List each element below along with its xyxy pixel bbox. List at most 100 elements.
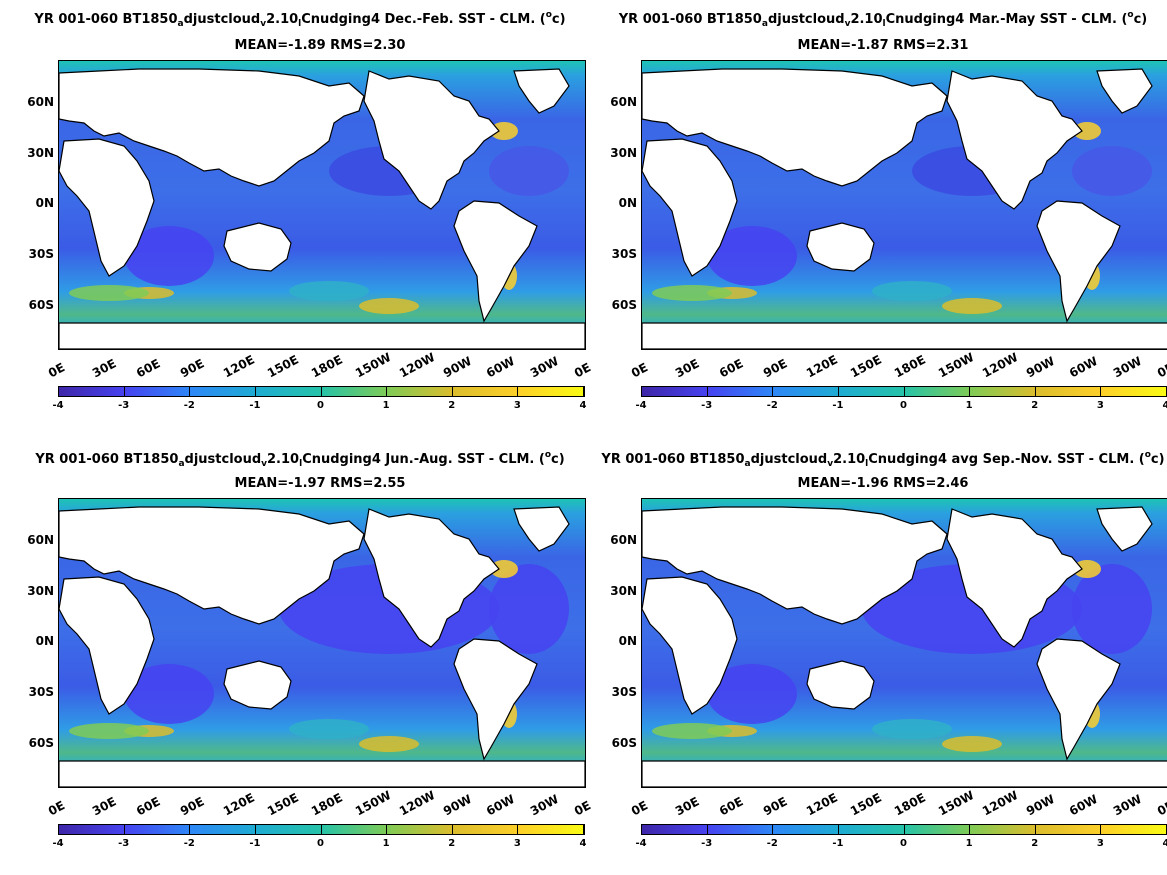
colorbar-tick-mark [254,824,256,835]
colorbar-tick-mark [772,386,774,397]
colorbar-tick-mark [189,386,191,397]
y-tick-label: 60N [27,533,54,547]
colorbar-tick-label: 2 [448,838,456,849]
colorbar-tick-label: 4 [1162,400,1167,411]
x-tick-label: 0E [629,798,651,819]
x-tick-label: 150W [352,788,394,819]
x-tick-label: 90E [177,794,207,819]
anomaly-region [1072,146,1152,196]
continent-landmass [806,660,875,710]
colorbar-tick-mark [837,824,839,835]
colorbar [58,386,585,397]
continent-landmass [59,68,365,187]
panel-title: YR 001-060 BT1850adjustcloudv2.10lCnudgi… [618,10,1148,29]
colorbar-tick-mark [772,824,774,835]
colorbar-tick-label: 3 [513,400,521,411]
colorbar-tick-mark [706,386,708,397]
anomaly-region [124,664,214,724]
x-tick-label: 90W [440,791,474,819]
colorbar-tick-label: -2 [766,400,778,411]
anomaly-region [359,298,419,314]
colorbar-tick-label: 0 [900,838,907,849]
continent-landmass [806,222,875,272]
colorbar-tick-mark [58,824,59,835]
x-tick-label: 120W [396,350,438,381]
y-tick-label: 0N [35,634,54,648]
colorbar-tick-mark [706,824,708,835]
sst-anomaly-map [58,498,586,788]
colorbar-tick-mark [969,386,971,397]
antarctica-landmass [59,760,585,787]
continent-landmass [1036,200,1121,323]
panel-djf: YR 001-060 BT1850adjustcloudv2.10lCnudgi… [0,0,593,437]
x-tick-label: 60E [716,794,746,819]
colorbar-tick-mark [58,386,59,397]
x-tick-label: 150E [848,790,885,819]
colorbar-tick-label: 2 [1031,838,1039,849]
x-tick-label: 30W [1111,791,1145,819]
colorbar-tick-mark [517,386,519,397]
colorbar-tick-label: 4 [579,838,587,849]
x-tick-label: 150W [935,350,977,381]
continent-landmass [1096,68,1153,114]
anomaly-region [489,146,569,196]
continent-landmass [223,222,292,272]
colorbar-tick-mark [451,824,453,835]
x-tick-label: 0E [1155,360,1167,381]
panel-stats: MEAN=-1.96 RMS=2.46 [797,476,969,491]
anomaly-region [490,122,518,140]
x-tick-label: 120E [221,790,258,819]
x-tick-label: 150E [848,352,885,381]
x-tick-label: 150W [935,788,977,819]
y-tick-label: 60S [28,298,54,312]
y-tick-label: 60N [610,533,637,547]
y-tick-label: 30N [610,146,637,160]
continent-landmass [59,506,365,625]
colorbar-tick-mark [189,824,191,835]
continent-landmass [1036,638,1121,761]
continent-landmass [946,70,1083,210]
x-tick-label: 60W [1067,791,1101,819]
continent-landmass [642,506,948,625]
x-tick-label: 180E [892,352,928,381]
y-tick-label: 0N [618,196,637,210]
anomaly-region [942,298,1002,314]
colorbar-tick-mark [583,386,584,397]
continent-landmass [453,638,538,761]
colorbar-tick-mark [517,824,519,835]
continent-landmass [513,506,570,552]
x-tick-label: 0E [1155,798,1167,819]
x-tick-label: 30W [1111,353,1145,381]
y-tick-label: 30S [611,247,637,261]
y-tick-label: 30S [28,685,54,699]
sst-anomaly-map [641,60,1167,350]
continent-landmass [59,576,155,715]
y-tick-label: 30S [611,685,637,699]
y-tick-label: 60S [611,736,637,750]
x-tick-label: 30E [672,356,702,381]
x-tick-label: 30E [89,794,119,819]
map-svg [642,61,1167,349]
colorbar-tick-mark [320,824,322,835]
colorbar-tick-label: -1 [832,400,844,411]
continent-landmass [642,138,738,277]
anomaly-region [1073,560,1101,578]
panel-title: YR 001-060 BT1850adjustcloudv2.10lCnudgi… [35,450,565,469]
x-tick-label: 150W [352,350,394,381]
anomaly-region [1072,564,1152,654]
x-tick-label: 120E [221,352,258,381]
sst-anomaly-map [58,60,586,350]
colorbar-tick-label: 0 [900,400,907,411]
x-tick-label: 120E [804,352,841,381]
x-tick-label: 60W [484,353,518,381]
x-tick-label: 180E [892,790,928,819]
colorbar-tick-label: -1 [249,400,261,411]
panel-jja: YR 001-060 BT1850adjustcloudv2.10lCnudgi… [0,438,593,875]
x-tick-label: 30W [528,353,562,381]
colorbar-tick-label: -3 [118,838,130,849]
panel-title: YR 001-060 BT1850adjustcloudv2.10lCnudgi… [601,450,1165,469]
anomaly-region [489,564,569,654]
colorbar-tick-label: 3 [1096,838,1104,849]
continent-landmass [223,660,292,710]
colorbar-tick-label: 1 [965,838,973,849]
